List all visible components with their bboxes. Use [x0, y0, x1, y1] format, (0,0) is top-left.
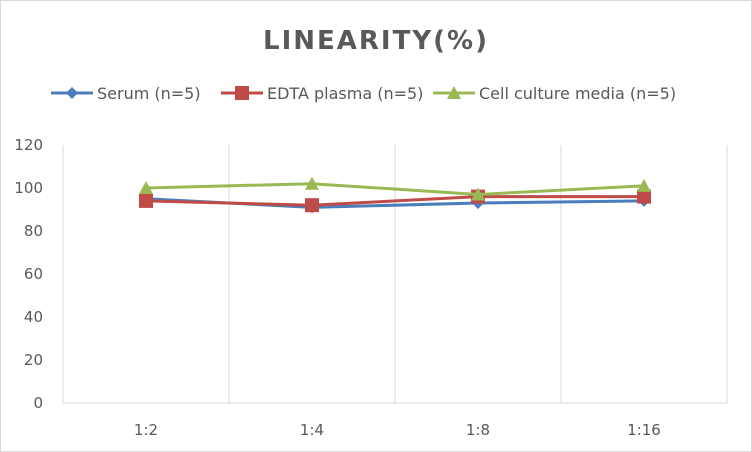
data-point	[637, 178, 651, 192]
data-point	[471, 187, 485, 201]
x-tick-label: 1:4	[300, 421, 324, 439]
x-tick-label: 1:8	[466, 421, 490, 439]
data-point	[139, 181, 153, 194]
legend-marker	[235, 86, 249, 100]
data-point	[305, 198, 319, 213]
y-tick-label: 0	[33, 394, 43, 412]
x-tick-label: 1:2	[134, 421, 158, 439]
data-point	[637, 189, 651, 204]
legend-marker	[66, 87, 78, 99]
legend-marker	[447, 86, 461, 99]
x-tick-label: 1:16	[627, 421, 661, 439]
legend-label: EDTA plasma (n=5)	[267, 84, 423, 103]
y-tick-label: 120	[14, 136, 43, 154]
legend-label: Serum (n=5)	[97, 84, 201, 103]
y-tick-label: 20	[24, 351, 43, 369]
legend-label: Cell culture media (n=5)	[479, 84, 676, 103]
series-line	[145, 182, 645, 196]
series-2	[139, 176, 651, 201]
y-tick-label: 60	[24, 265, 43, 283]
y-tick-label: 40	[24, 308, 43, 326]
data-point	[139, 193, 153, 208]
series-line	[145, 195, 644, 207]
data-point	[305, 176, 319, 190]
y-tick-label: 100	[14, 179, 43, 197]
y-tick-label: 80	[24, 222, 43, 240]
chart-title: LINEARITY(%)	[263, 26, 489, 56]
